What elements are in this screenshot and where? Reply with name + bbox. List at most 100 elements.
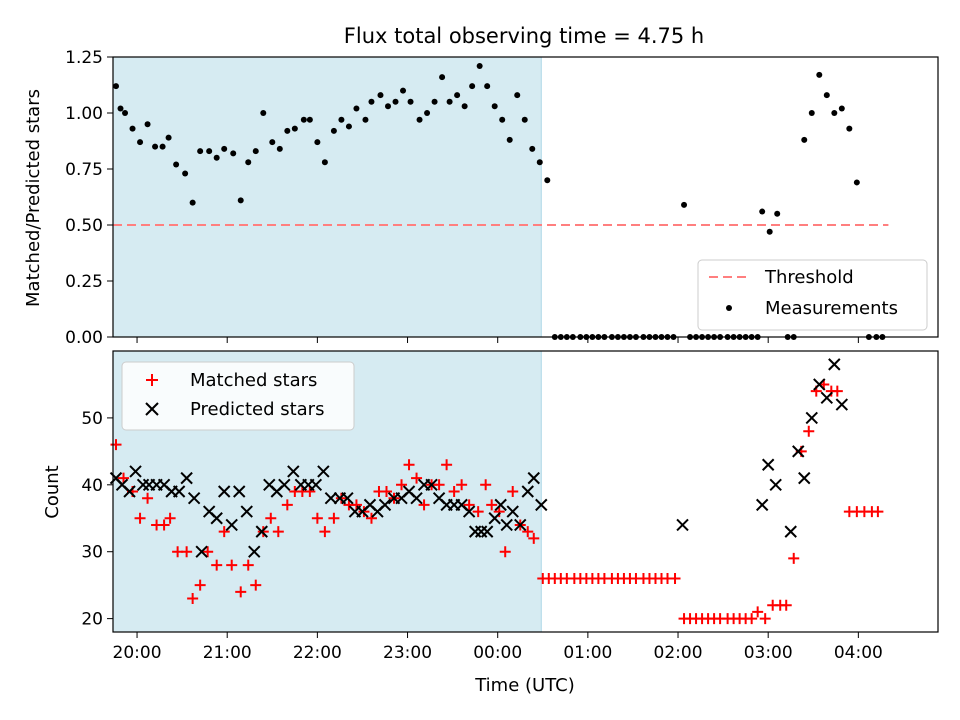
matched-point: [831, 385, 843, 397]
measurement-point: [681, 201, 688, 208]
x-tick-label: 04:00: [834, 643, 883, 663]
legend-measurements-label: Measurements: [765, 298, 898, 319]
x-tick-label: 21:00: [203, 643, 252, 663]
matched-point: [110, 439, 122, 451]
matched-point: [350, 499, 362, 511]
matched-point: [194, 579, 206, 591]
measurement-point: [284, 127, 291, 134]
measurement-point: [182, 170, 189, 177]
measurement-point: [424, 110, 431, 116]
x-axis-label: Time (UTC): [474, 675, 575, 696]
ratio-panel: 0.00 0.25 0.50 0.75 1.00 1.25 Matched/Predict…: [23, 48, 939, 348]
measurement-point: [330, 127, 337, 134]
measurement-point: [454, 92, 461, 99]
matched-point: [499, 546, 511, 558]
predicted-point: [835, 398, 849, 411]
measurement-point: [213, 154, 220, 161]
measurement-point: [321, 159, 328, 166]
plot-frame: [112, 56, 939, 338]
x-axis-ticks: [136, 337, 859, 343]
observing-span-shade: [112, 56, 542, 338]
legend-measurements-swatch: [726, 305, 732, 311]
measurement-point: [461, 103, 468, 110]
matched-point: [328, 512, 340, 524]
measurement-point: [400, 87, 407, 94]
predicted-point: [494, 498, 507, 512]
matched-point: [118, 472, 130, 484]
measurement-point: [252, 148, 259, 155]
matched-point: [486, 499, 498, 511]
measurement-point: [759, 208, 766, 215]
predicted-point: [278, 478, 291, 492]
predicted-point: [187, 491, 201, 505]
matched-point: [480, 479, 492, 491]
predicted-point: [255, 525, 268, 538]
y-axis-ticks: 20 30 40 50: [81, 409, 113, 630]
matched-point: [304, 486, 316, 497]
matched-point: [411, 472, 423, 484]
legend: Matched stars Predicted stars: [121, 361, 355, 431]
predicted-point: [535, 498, 548, 512]
matched-point: [463, 499, 475, 511]
measurement-point: [291, 125, 298, 132]
measurement-point: [816, 71, 823, 78]
count-panel: 20 30 40 50 20:00 21:00 22:00 23:00 00:00 01:00 0…: [42, 350, 939, 696]
measurement-point: [137, 139, 144, 146]
matched-point: [803, 425, 815, 437]
measurement-point: [823, 92, 830, 99]
measurement-point: [838, 105, 845, 112]
matched-point: [242, 559, 254, 571]
measurement-point: [300, 116, 307, 123]
y-tick-label: 0.75: [65, 160, 103, 180]
matched-point: [250, 579, 262, 591]
matched-point: [181, 546, 193, 558]
measurement-point: [152, 143, 159, 150]
predicted-point: [195, 545, 208, 558]
measurement-point: [368, 98, 375, 105]
x-tick-label: 02:00: [654, 643, 703, 663]
measurement-point: [165, 134, 172, 141]
matched-point: [211, 559, 223, 571]
legend-predicted-swatch: [145, 402, 159, 416]
predicted-point: [521, 485, 534, 498]
legend-matched-label: Matched stars: [190, 370, 317, 391]
measurement-point: [846, 125, 853, 132]
y-tick-label: 0.00: [65, 328, 103, 348]
predicted-point: [798, 471, 811, 485]
matched-point: [403, 459, 415, 471]
y-tick-label: 40: [81, 476, 103, 496]
y-tick-label: 20: [81, 610, 103, 630]
matched-point: [226, 559, 238, 571]
predicted-point: [210, 512, 223, 525]
matched-point: [281, 499, 293, 511]
measurement-point: [269, 139, 276, 146]
y-tick-label: 50: [81, 409, 103, 429]
measurement-point: [159, 143, 166, 150]
measurement-point: [338, 116, 345, 123]
matched-point: [746, 613, 758, 625]
predicted-point: [506, 505, 519, 518]
predicted-point: [410, 491, 423, 505]
predicted-point: [488, 512, 501, 525]
matched-point: [433, 479, 445, 491]
measurement-point: [144, 121, 151, 128]
matched-point: [158, 519, 170, 531]
predicted-point: [378, 498, 392, 512]
matched-point: [257, 526, 269, 538]
measurement-point: [353, 105, 360, 112]
matched-point: [418, 499, 430, 511]
predicted-point: [225, 518, 238, 532]
measurement-point: [197, 148, 204, 155]
legend-threshold-label: Threshold: [764, 267, 854, 288]
matched-point: [365, 512, 377, 524]
predicted-point: [813, 378, 826, 391]
measurement-point: [314, 139, 321, 146]
measurement-point: [514, 92, 521, 99]
predicted-point: [462, 505, 476, 518]
predicted-point: [425, 478, 438, 492]
measurement-point: [431, 98, 438, 105]
matched-point: [235, 586, 247, 598]
matched-point: [752, 606, 764, 618]
predicted-point: [217, 485, 231, 498]
measurement-point: [499, 116, 506, 123]
